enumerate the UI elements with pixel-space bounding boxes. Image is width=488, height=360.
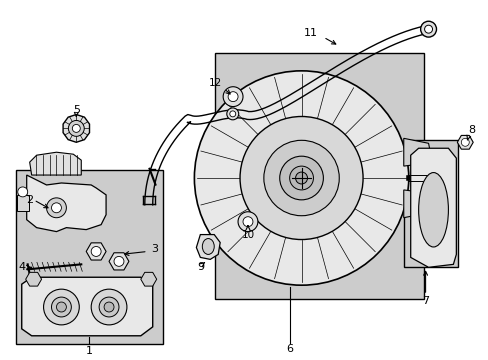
Circle shape: [424, 25, 432, 33]
Circle shape: [194, 71, 408, 285]
Circle shape: [99, 297, 119, 317]
Circle shape: [243, 217, 252, 227]
Bar: [403, 140, 457, 267]
Text: 2: 2: [26, 195, 34, 205]
Text: 3: 3: [150, 244, 158, 255]
Bar: [17, 195, 29, 211]
Polygon shape: [410, 148, 455, 267]
Circle shape: [91, 247, 101, 256]
Circle shape: [279, 156, 323, 200]
Ellipse shape: [418, 172, 447, 247]
Circle shape: [460, 138, 468, 146]
Text: 7: 7: [421, 296, 428, 306]
Bar: [215, 53, 423, 299]
Text: 4: 4: [19, 262, 26, 272]
Text: 8: 8: [468, 125, 474, 135]
Polygon shape: [27, 175, 106, 231]
Circle shape: [228, 92, 238, 102]
Polygon shape: [403, 190, 429, 218]
Circle shape: [289, 166, 313, 190]
Circle shape: [51, 203, 61, 213]
Polygon shape: [196, 235, 220, 260]
Circle shape: [68, 121, 84, 136]
Bar: [16, 170, 163, 344]
Text: 9: 9: [196, 262, 203, 272]
Circle shape: [229, 111, 235, 117]
Circle shape: [226, 108, 238, 120]
Circle shape: [238, 212, 257, 231]
Polygon shape: [403, 138, 429, 166]
Polygon shape: [30, 152, 81, 175]
Circle shape: [43, 289, 79, 325]
Text: 12: 12: [208, 78, 222, 88]
Text: 1: 1: [85, 346, 93, 356]
Circle shape: [104, 302, 114, 312]
Circle shape: [240, 117, 362, 239]
Text: 11: 11: [303, 28, 317, 38]
Circle shape: [56, 302, 66, 312]
Circle shape: [264, 140, 339, 216]
Circle shape: [18, 187, 28, 197]
Circle shape: [114, 256, 123, 266]
Circle shape: [46, 198, 66, 218]
Circle shape: [72, 125, 80, 132]
Text: 6: 6: [285, 344, 292, 354]
Circle shape: [223, 87, 243, 107]
Circle shape: [295, 172, 307, 184]
Circle shape: [91, 289, 127, 325]
Text: 5: 5: [73, 104, 80, 114]
Text: 10: 10: [241, 230, 254, 239]
Polygon shape: [21, 277, 152, 336]
Circle shape: [420, 21, 436, 37]
Ellipse shape: [202, 239, 214, 255]
Circle shape: [51, 297, 71, 317]
